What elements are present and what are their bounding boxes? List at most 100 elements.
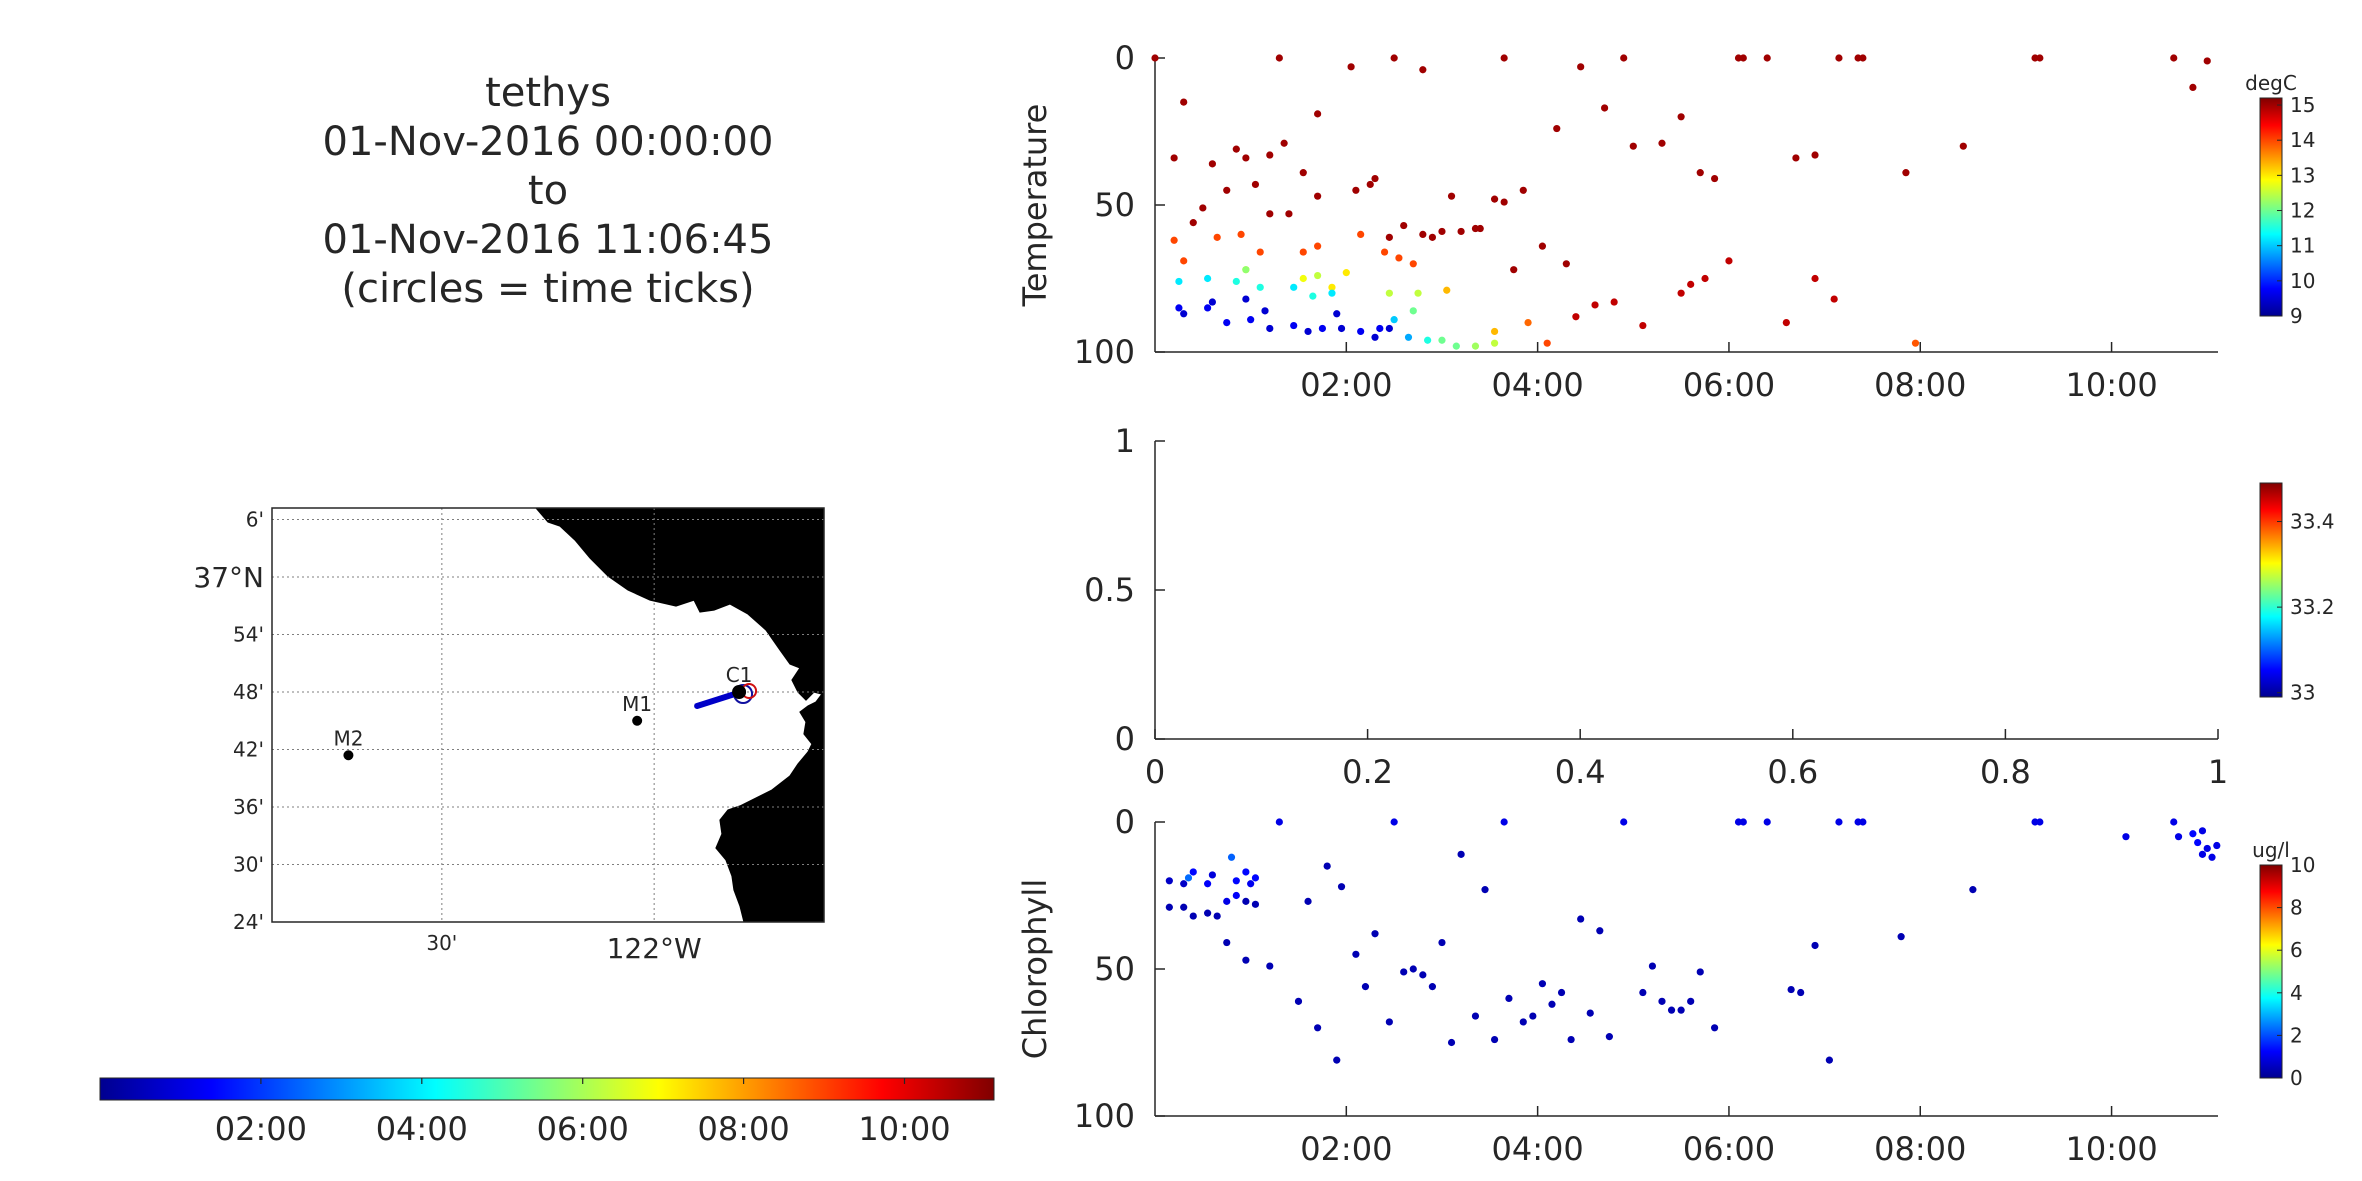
temperature-data-point (1204, 274, 1212, 283)
salinity-panel: 1 0.5 00 0.2 0.4 0.6 0.8 1 33.4 33.2 33 (1084, 422, 2334, 791)
time-colorbar: 02:00 04:00 06:00 08:00 10:00 (99, 1077, 995, 1148)
temperature-data-point (1543, 339, 1551, 347)
salinity-y-tick-label: 1 (1115, 422, 1135, 460)
temperature-data-point (2036, 54, 2044, 62)
time-colorbar-tick-label: 08:00 (697, 1110, 789, 1148)
temperature-x-tick-label: 08:00 (1874, 366, 1966, 404)
chlorophyll-data-point (1787, 985, 1795, 994)
chlorophyll-colorbar-tick-label: 4 (2290, 981, 2303, 1005)
temperature-data-point (1677, 289, 1685, 297)
salinity-x-tick-label: 0 (1145, 753, 1165, 791)
chlorophyll-data-point (1648, 962, 1657, 970)
chlorophyll-data-point (1251, 900, 1260, 908)
chlorophyll-data-point (1677, 1006, 1685, 1014)
temperature-data-point (1170, 154, 1178, 162)
chlorophyll-x-tick-label: 06:00 (1683, 1130, 1775, 1168)
station-marker (343, 750, 354, 761)
temperature-data-point (1275, 54, 1283, 62)
header-legend-note: (circles = time ticks) (341, 266, 754, 312)
station-label: M2 (333, 726, 363, 750)
temperature-data-point (1285, 210, 1293, 218)
temperature-data-point (1500, 54, 1508, 62)
chlorophyll-data-point (1204, 909, 1212, 917)
temperature-data-point (1620, 54, 1628, 62)
map-land (535, 508, 824, 922)
temperature-data-point (1524, 319, 1532, 327)
chlorophyll-x-tick-label: 08:00 (1874, 1130, 1966, 1168)
chlorophyll-data-point (1352, 950, 1360, 958)
chlorophyll-data-point (1605, 1033, 1613, 1041)
chlorophyll-data-point (1548, 1000, 1556, 1008)
temperature-data-point (1251, 180, 1260, 189)
temperature-colorbar-unit: degC (2245, 71, 2297, 95)
chlorophyll-data-point (1687, 997, 1695, 1005)
temperature-data-point (1290, 321, 1298, 330)
chlorophyll-data-point (2198, 850, 2207, 858)
chlorophyll-data-point (1428, 983, 1437, 991)
chlorophyll-data-point (1232, 891, 1240, 900)
chlorophyll-data-point (1180, 903, 1188, 911)
chlorophyll-data-point (1242, 897, 1250, 905)
temperature-data-point (1457, 227, 1465, 236)
temperature-data-point (1629, 142, 1637, 150)
temperature-data-point (1414, 289, 1422, 297)
temperature-data-point (1213, 233, 1221, 241)
station-marker (732, 685, 747, 699)
chlorophyll-data-point (1232, 877, 1240, 885)
temperature-data-point (1490, 327, 1499, 336)
chlorophyll-data-point (1294, 997, 1303, 1005)
temperature-data-point (2170, 54, 2178, 62)
station-label: M1 (622, 692, 652, 716)
temperature-data-point (1151, 54, 1159, 62)
chlorophyll-data-point (1390, 818, 1398, 826)
temperature-data-point (2189, 83, 2197, 91)
temperature-data-point (1337, 324, 1346, 333)
temperature-data-point (1299, 248, 1307, 256)
chlorophyll-data-point (1242, 956, 1250, 964)
temperature-data-point (1424, 336, 1432, 344)
chlorophyll-data-point (1457, 850, 1465, 858)
temperature-data-point (1170, 236, 1178, 244)
chlorophyll-data-point (1696, 968, 1704, 976)
header-to: to (528, 168, 568, 214)
chlorophyll-data-point (1538, 980, 1547, 988)
temperature-data-point (1328, 289, 1336, 297)
chlorophyll-data-point (1247, 880, 1255, 888)
chlorophyll-data-point (1811, 941, 1819, 950)
temperature-colorbar-tick-label: 9 (2290, 304, 2303, 328)
chlorophyll-colorbar-unit: ug/l (2252, 838, 2290, 862)
chlorophyll-data-point (1337, 883, 1346, 891)
chlorophyll-data-point (1505, 994, 1513, 1003)
temperature-data-point (1404, 333, 1413, 341)
temperature-colorbar-tick-label: 13 (2290, 163, 2315, 187)
temperature-data-point (1438, 227, 1446, 236)
temperature-data-point (1342, 269, 1350, 277)
temperature-data-point (1419, 230, 1427, 238)
map-lat-label: 6' (246, 508, 264, 532)
temperature-data-point (1352, 186, 1360, 194)
chlorophyll-data-point (1208, 871, 1216, 879)
temperature-panel: 0 50 100 02:00 04:00 06:00 08:00 10:00 Temperatu… (1016, 39, 2315, 404)
temperature-data-point (1538, 242, 1547, 250)
map-lon-label: 30' (426, 931, 457, 955)
salinity-x-tick-label: 0.6 (1767, 753, 1818, 791)
temperature-data-point (1452, 342, 1460, 350)
chlorophyll-data-point (1184, 874, 1193, 882)
temperature-y-tick-label: 100 (1074, 333, 1135, 371)
chlorophyll-x-tick-label: 02:00 (1300, 1130, 1392, 1168)
temperature-data-point (1237, 230, 1245, 238)
temperature-data-point (1333, 310, 1341, 318)
chlorophyll-x-tick-label: 10:00 (2065, 1130, 2157, 1168)
chlorophyll-data-point (1658, 997, 1666, 1005)
map-lat-label: 37°N (193, 561, 264, 594)
chlorophyll-data-point (1180, 880, 1188, 888)
temperature-data-point (1204, 304, 1212, 312)
header-end-time: 01-Nov-2016 11:06:45 (323, 217, 774, 263)
temperature-data-point (1266, 324, 1274, 333)
time-colorbar-tick-label: 10:00 (858, 1110, 950, 1148)
temperature-data-point (1232, 145, 1240, 153)
temperature-data-point (1519, 186, 1527, 194)
temperature-x-tick-label: 06:00 (1683, 366, 1775, 404)
temperature-data-point (1835, 54, 1843, 62)
